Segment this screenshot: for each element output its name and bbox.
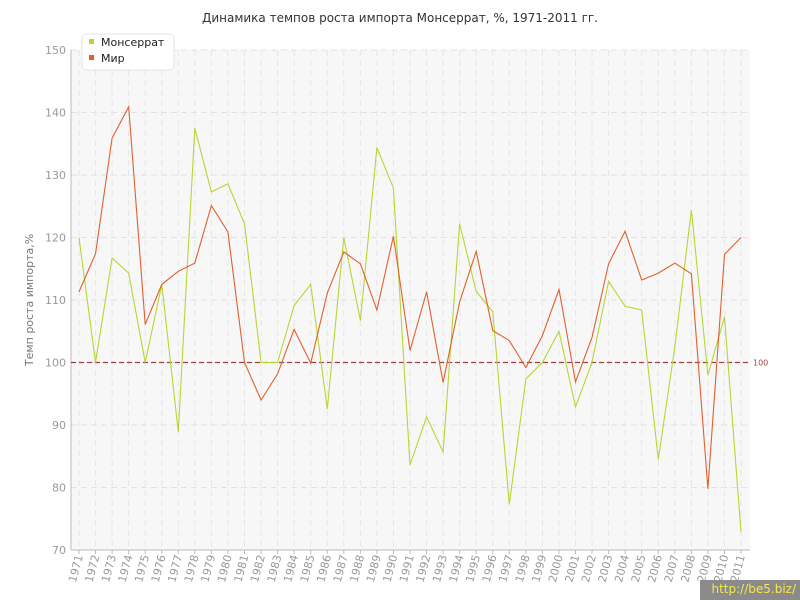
legend-label: Монсеррат	[101, 36, 165, 49]
y-tick-label: 100	[45, 357, 66, 370]
legend-swatch	[89, 39, 94, 44]
series-line-world	[78, 104, 742, 489]
y-axis-ticks: 70 80 90 100 110 120 130 140 150	[45, 44, 66, 557]
y-tick-label: 70	[52, 544, 66, 557]
legend[interactable]: Монсеррат Мир	[81, 33, 175, 71]
y-tick-label: 80	[52, 482, 66, 495]
grid	[71, 49, 750, 550]
y-tick-label: 110	[45, 294, 66, 307]
series-group	[78, 104, 742, 532]
chart-title: Динамика темпов роста импорта Монсеррат,…	[202, 11, 598, 25]
y-tick-label: 120	[45, 232, 66, 245]
watermark: http://be5.biz/	[700, 580, 800, 600]
legend-swatch	[89, 55, 94, 60]
y-axis-label: Темп роста импорта,%	[23, 234, 36, 367]
legend-label: Мир	[101, 52, 125, 65]
y-tick-label: 130	[45, 169, 66, 182]
legend-box	[81, 33, 175, 71]
watermark-text: http://be5.biz/	[711, 582, 796, 596]
reference-line: 100	[71, 359, 768, 368]
y-tick-label: 90	[52, 419, 66, 432]
y-tick-label: 140	[45, 107, 66, 120]
y-tick-label: 150	[45, 44, 66, 57]
series-line-montserrat	[78, 127, 742, 532]
reference-line-label: 100	[753, 359, 768, 368]
